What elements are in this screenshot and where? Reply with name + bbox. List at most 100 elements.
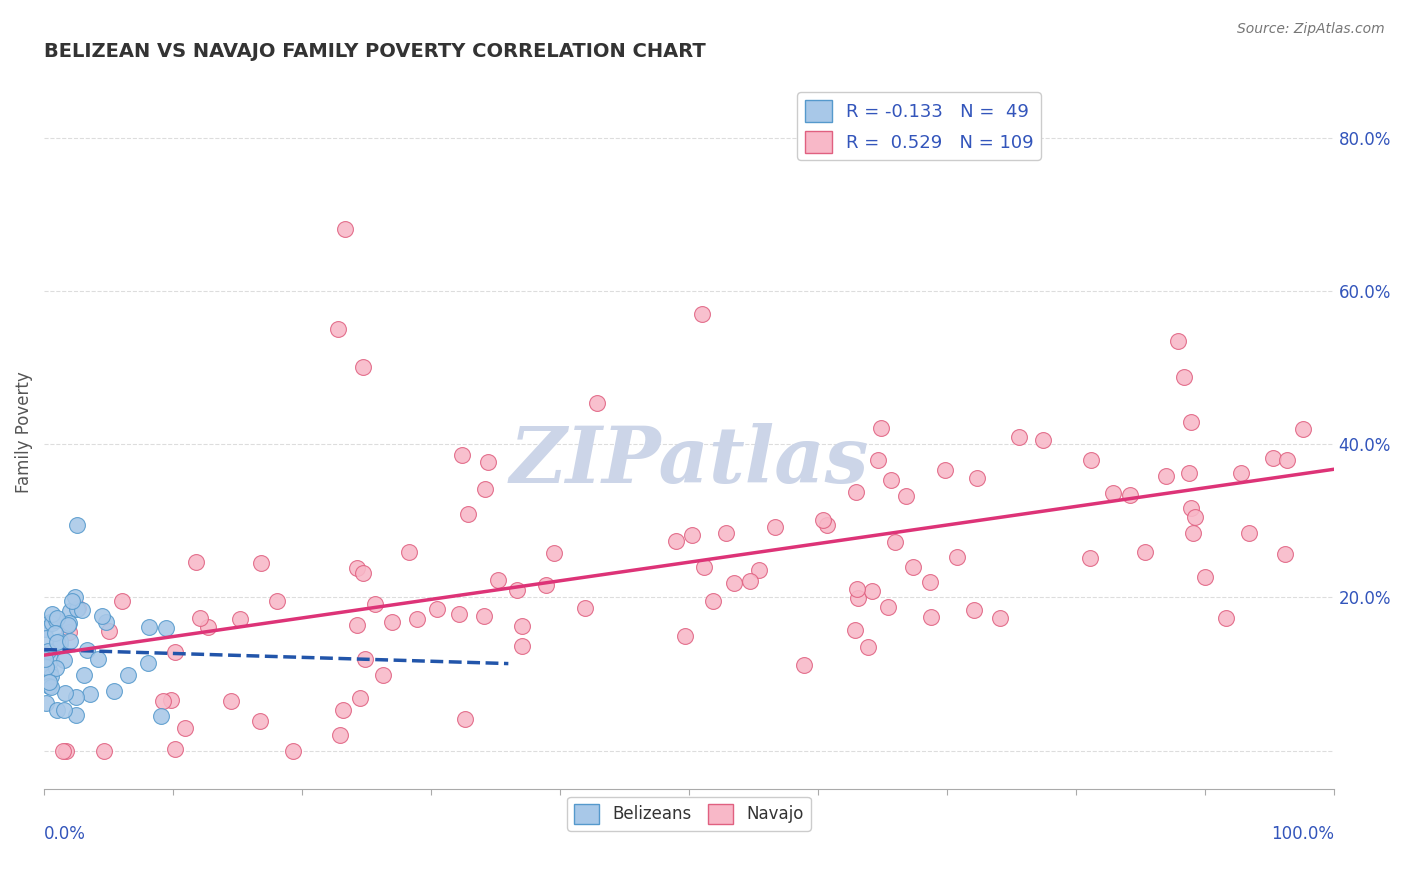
Point (472, 609, 495, 624)
Point (457, 508, 479, 522)
Point (250, 556, 273, 570)
Point (1080, 452, 1102, 467)
Point (39, 668, 62, 682)
Point (86, 651, 108, 665)
Point (190, 611, 212, 625)
Point (38, 674, 60, 689)
Point (716, 525, 738, 540)
Point (966, 471, 988, 485)
Point (329, 728, 352, 742)
Point (44, 625, 66, 640)
Point (219, 694, 242, 708)
Point (903, 560, 925, 574)
Point (447, 607, 470, 622)
Point (332, 703, 354, 717)
Point (371, 667, 394, 681)
Point (34, 622, 56, 636)
Point (352, 359, 374, 374)
Point (1237, 526, 1260, 541)
Point (90, 609, 112, 624)
Point (55, 744, 77, 758)
Point (723, 575, 745, 590)
Point (150, 709, 173, 723)
Point (35, 696, 58, 710)
Point (451, 448, 474, 462)
Point (534, 578, 557, 592)
Point (66, 517, 89, 532)
Point (66, 601, 89, 615)
Point (681, 528, 703, 542)
Point (574, 601, 596, 615)
Point (346, 560, 368, 574)
Point (763, 520, 786, 534)
Text: Source: ZipAtlas.com: Source: ZipAtlas.com (1237, 22, 1385, 37)
Point (197, 620, 219, 634)
Point (333, 222, 356, 236)
Point (815, 518, 838, 533)
Point (1178, 466, 1201, 480)
Point (426, 601, 449, 615)
Point (946, 549, 969, 564)
Point (474, 482, 496, 496)
Point (65, 707, 87, 722)
Point (56, 617, 79, 632)
Point (229, 612, 252, 626)
Point (97, 624, 120, 638)
Point (398, 544, 420, 558)
Point (39, 652, 62, 666)
Point (49, 637, 72, 651)
Point (702, 594, 724, 608)
Point (117, 668, 139, 682)
Point (163, 742, 186, 756)
Point (1274, 547, 1296, 561)
Point (53, 686, 76, 700)
Point (1180, 415, 1202, 429)
Point (103, 684, 125, 698)
Point (1180, 500, 1202, 515)
Point (1167, 334, 1189, 348)
Point (111, 593, 134, 607)
Point (870, 420, 893, 434)
Point (673, 629, 696, 643)
Point (45, 613, 67, 627)
Point (454, 712, 477, 726)
Point (326, 322, 349, 336)
Point (35, 659, 58, 673)
Point (740, 574, 762, 588)
Point (66, 601, 89, 615)
Point (49, 634, 72, 648)
Point (1275, 453, 1298, 467)
Point (1119, 488, 1142, 502)
Point (96, 615, 118, 630)
Text: BELIZEAN VS NAVAJO FAMILY POVERTY CORRELATION CHART: BELIZEAN VS NAVAJO FAMILY POVERTY CORREL… (44, 42, 706, 61)
Point (510, 619, 533, 633)
Point (1263, 451, 1285, 466)
Point (59, 634, 82, 648)
Point (39, 680, 62, 694)
Point (858, 640, 880, 655)
Point (39, 665, 62, 680)
Point (1194, 570, 1216, 584)
Point (477, 455, 499, 469)
Point (45, 703, 67, 717)
Point (990, 611, 1012, 625)
Point (860, 584, 883, 599)
Point (813, 513, 835, 527)
Point (1184, 510, 1206, 524)
Point (880, 473, 903, 487)
Point (70, 603, 93, 617)
Point (65, 690, 87, 705)
Text: 100.0%: 100.0% (1271, 824, 1334, 843)
Point (352, 566, 374, 580)
Point (486, 574, 509, 588)
Point (505, 583, 527, 598)
Point (1133, 545, 1156, 559)
Point (160, 693, 183, 707)
Point (406, 612, 429, 626)
Point (41, 615, 63, 630)
Point (174, 721, 197, 735)
Point (52, 744, 75, 758)
Point (65, 590, 87, 604)
Point (346, 617, 368, 632)
Point (38, 679, 60, 693)
